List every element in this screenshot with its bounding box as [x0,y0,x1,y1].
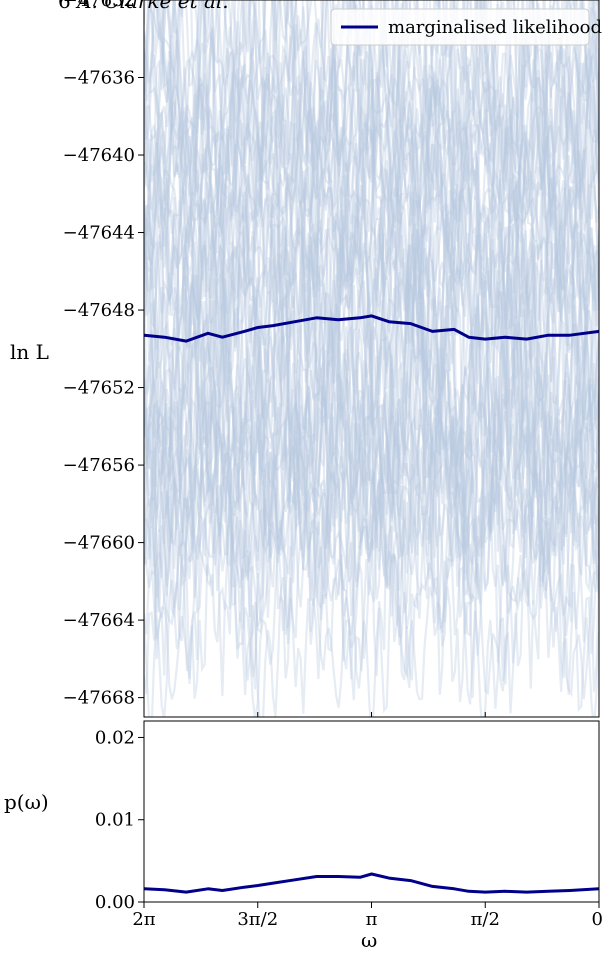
x-axis-label-omega: ω [361,928,378,952]
sample-curve [144,125,599,311]
y-tick-label: −47668 [63,688,135,709]
sample-curve [144,0,599,220]
sample-curve [144,295,599,601]
sample-curve [144,0,599,232]
sample-curve [144,394,599,512]
sample-curve [144,257,599,533]
sample-curve [144,134,599,503]
sample-curve [144,178,599,556]
sample-curve [144,265,599,526]
top-x-ticks [143,712,600,717]
y-tick-label: −47656 [63,455,135,476]
sample-curve [144,216,599,469]
sample-curve [144,396,599,717]
sample-curve [144,0,599,173]
y-tick-label: −47660 [63,533,135,554]
y-tick-label: −47652 [63,378,135,399]
legend: marginalised likelihood [330,8,602,46]
x-tick-label: π/2 [471,909,500,930]
sample-curve [144,56,599,303]
y-tick-label: −47644 [63,223,135,244]
sample-curve [144,44,599,247]
sample-curve [144,360,599,608]
sample-curve [144,0,599,190]
page-number: 6 [58,0,71,13]
y-tick-label: −47664 [63,610,135,631]
sample-curve [144,182,599,508]
author-line: A. Clarke et al. [77,0,229,13]
bottom-x-ticks: 2π 3π/2 π π/2 0 [132,902,603,930]
sample-curve [144,226,599,511]
sample-curve [144,384,599,618]
marginalised-likelihood-line [144,314,599,343]
sample-likelihood-curves [144,0,599,717]
sample-curve [144,400,599,515]
sample-curve [144,219,599,323]
x-tick-label: 3π/2 [237,909,278,930]
y-tick-label: −47648 [63,300,135,321]
y-tick-label: −47640 [63,145,135,166]
sample-curve [144,0,599,238]
y-tick-label-top: −47632 [63,0,135,11]
x-tick-label: 0 [592,909,603,930]
y-axis-label-lnL: ln L [10,340,49,364]
sample-curve [144,27,599,244]
sample-curve [144,185,599,470]
y-tick-label: 0.00 [95,892,135,913]
sample-curve [144,27,599,404]
running-head: 6 A. Clarke et al. [58,0,229,13]
top-y-ticks: −47636 −47640 −47644 −47648 −47652 −47656 −476… [63,0,144,709]
sample-curve [144,116,599,236]
sample-curve [144,269,599,475]
y-tick-label: −47636 [63,68,135,89]
sample-curve [144,396,599,569]
sample-curve [144,59,599,275]
sample-curve [144,474,599,714]
sample-curve [144,190,599,561]
sample-curve [144,212,599,428]
x-tick-label: 2π [132,909,155,930]
probability-panel: 0.00 0.01 0.02 2π 3π/2 π π/2 0 [95,720,603,930]
sample-curve [144,160,599,327]
sample-curve [144,165,599,430]
sample-curve [144,127,599,372]
sample-curve [144,430,599,575]
y-axis-label-p-omega: p(ω) [4,790,49,814]
sample-curve [144,333,599,633]
sample-curve [144,451,599,664]
sample-curve [144,387,599,698]
p-omega-line-group [144,872,599,894]
x-tick-label: π [366,909,378,930]
sample-curve [144,298,599,626]
marginalised-likelihood-line-group [144,314,599,343]
sample-curve [144,182,599,295]
sample-curve [144,110,599,238]
sample-curve [144,199,599,578]
sample-curve [144,67,599,333]
sample-curve [144,0,599,318]
bottom-y-ticks: 0.00 0.01 0.02 [95,727,144,913]
sample-curve [144,286,599,629]
sample-curve [144,0,599,160]
sample-curve [144,0,599,224]
sample-curve [144,468,599,717]
y-tick-label: 0.02 [95,727,135,748]
sample-curve [144,438,599,636]
legend-box [330,8,590,46]
likelihood-panel: −47636 −47640 −47644 −47648 −47652 −47656 −476… [63,0,602,718]
legend-label-marginalised: marginalised likelihood [388,17,602,38]
sample-curve [144,278,599,570]
y-tick-label: 0.01 [95,810,135,831]
sample-curve [144,0,599,198]
p-omega-line [144,872,599,894]
sample-curve [144,44,599,179]
